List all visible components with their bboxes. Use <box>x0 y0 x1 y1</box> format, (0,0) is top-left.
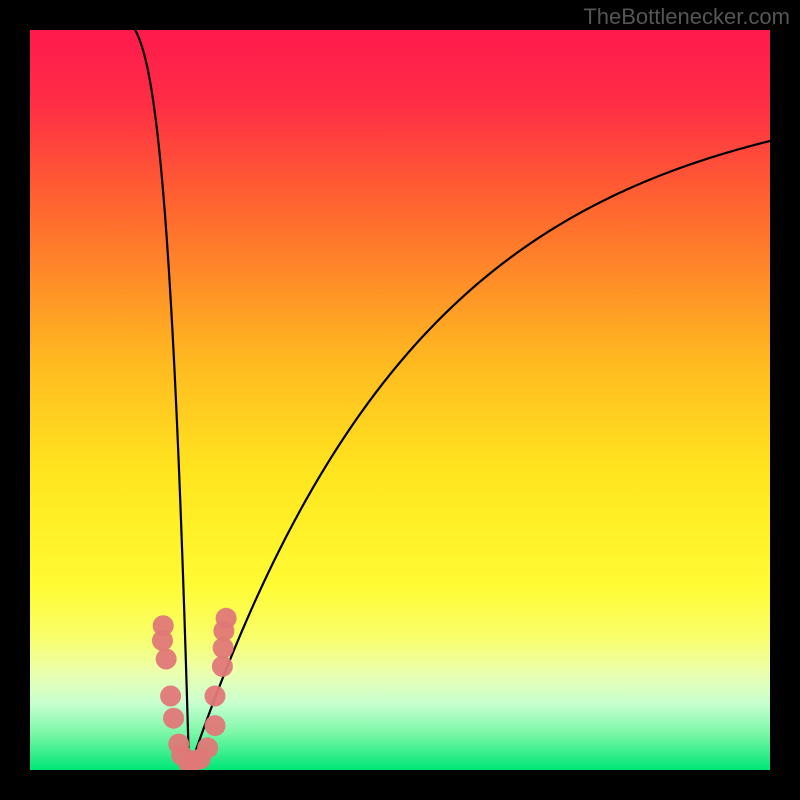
bottleneck-chart-svg <box>30 30 770 770</box>
data-marker <box>156 649 177 670</box>
chart-outer-frame: TheBottlenecker.com <box>0 0 800 800</box>
data-marker <box>160 686 181 707</box>
data-marker <box>212 656 233 677</box>
data-marker <box>216 608 237 629</box>
watermark-text: TheBottlenecker.com <box>583 4 790 30</box>
data-marker <box>163 708 184 729</box>
data-marker <box>152 630 173 651</box>
gradient-background <box>30 30 770 770</box>
data-marker <box>205 686 226 707</box>
data-marker <box>205 715 226 736</box>
data-marker <box>197 737 218 758</box>
plot-area <box>30 30 770 770</box>
